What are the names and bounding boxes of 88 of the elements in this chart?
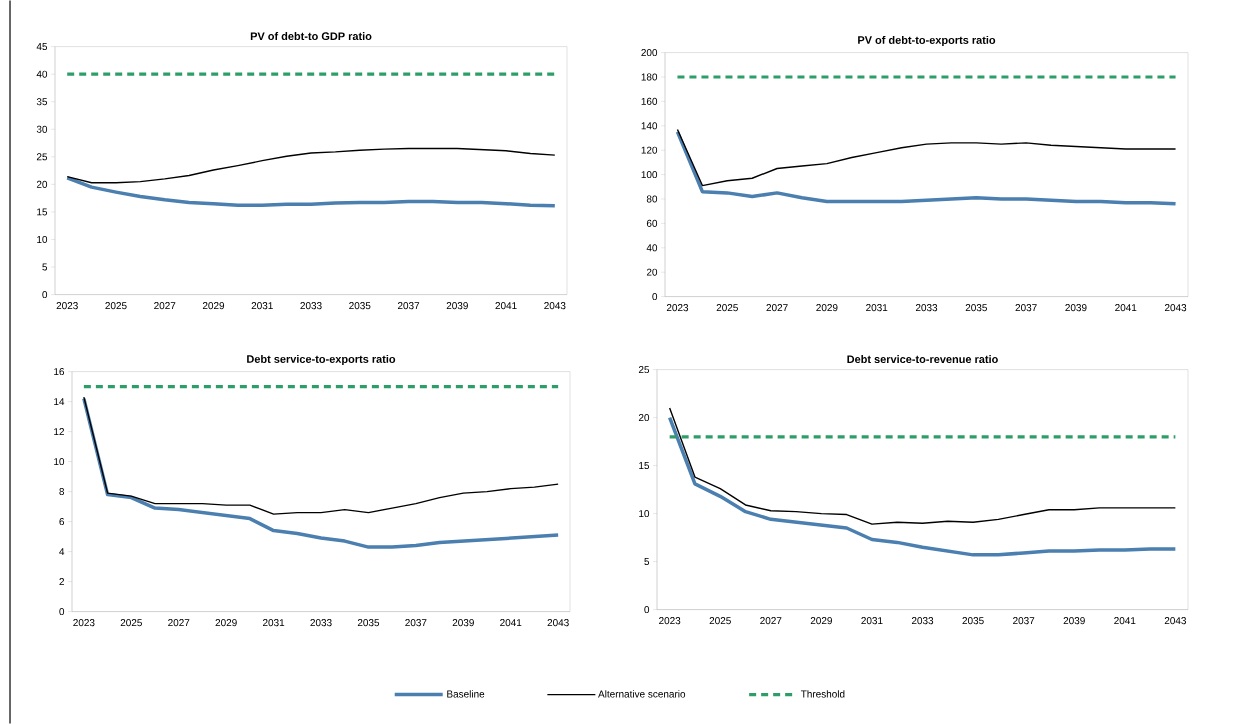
x-tick-label: 2027 [154, 302, 176, 310]
x-tick-label: 2043 [547, 619, 569, 627]
y-tick-label: 25 [638, 365, 650, 374]
y-tick-label: 80 [646, 195, 658, 203]
x-tick-label: 2025 [105, 302, 127, 310]
x-tick-label: 2035 [357, 619, 380, 627]
x-tick-label: 2025 [120, 619, 142, 627]
x-tick-label: 2039 [446, 302, 468, 310]
y-tick-label: 40 [646, 244, 658, 252]
y-tick-label: 20 [36, 180, 48, 188]
chart-title: PV of debt-to GDP ratio [250, 31, 372, 41]
y-tick-label: 0 [42, 290, 48, 299]
chart-title: Debt service-to-revenue ratio [847, 354, 998, 363]
y-tick-label: 5 [644, 558, 650, 565]
x-tick-label: 2041 [1115, 304, 1137, 312]
y-tick-label: 16 [54, 367, 65, 376]
y-tick-label: 8 [59, 487, 65, 496]
x-tick-label: 2023 [659, 617, 681, 625]
x-tick-label: 2031 [263, 619, 285, 627]
x-tick-label: 2043 [1164, 617, 1187, 625]
x-tick-label: 2037 [1015, 304, 1037, 312]
x-tick-label: 2041 [1114, 617, 1136, 625]
legend-label: Baseline [447, 690, 485, 698]
y-tick-label: 100 [641, 170, 658, 179]
x-tick-label: 2031 [861, 617, 883, 625]
x-tick-label: 2037 [405, 619, 427, 627]
y-tick-label: 140 [641, 122, 658, 130]
y-tick-label: 5 [42, 263, 48, 271]
chart-title: PV of debt-to-exports ratio [858, 35, 996, 46]
y-tick-label: 0 [652, 292, 658, 301]
y-tick-label: 120 [641, 146, 658, 154]
x-tick-label: 2033 [915, 304, 938, 312]
x-tick-label: 2037 [397, 302, 420, 310]
y-tick-label: 0 [644, 605, 650, 614]
legend-label: Alternative scenario [598, 690, 686, 698]
x-tick-label: 2033 [911, 617, 934, 625]
x-tick-label: 2033 [300, 302, 322, 310]
y-tick-label: 10 [37, 235, 48, 243]
y-tick-label: 20 [638, 413, 650, 422]
x-tick-label: 2041 [495, 302, 517, 310]
x-tick-label: 2029 [810, 617, 832, 625]
y-tick-label: 4 [59, 548, 65, 555]
x-tick-label: 2029 [816, 304, 838, 312]
x-tick-label: 2031 [251, 302, 273, 310]
x-tick-label: 2023 [666, 304, 689, 312]
x-tick-label: 2039 [1065, 304, 1087, 312]
x-tick-label: 2041 [500, 619, 522, 627]
x-tick-label: 2025 [716, 304, 738, 312]
x-tick-label: 2031 [866, 304, 888, 312]
x-tick-label: 2029 [215, 619, 237, 627]
x-tick-label: 2043 [1164, 304, 1187, 312]
x-tick-label: 2029 [202, 302, 225, 310]
y-tick-label: 180 [641, 73, 658, 81]
y-tick-label: 0 [59, 607, 65, 616]
y-tick-label: 25 [36, 153, 48, 161]
x-tick-label: 2023 [56, 302, 78, 310]
legend-label: Threshold [800, 690, 845, 698]
y-tick-label: 30 [36, 125, 48, 133]
y-tick-label: 40 [36, 70, 48, 78]
x-tick-label: 2039 [1063, 617, 1085, 625]
x-tick-label: 2035 [965, 304, 987, 312]
x-tick-label: 2037 [1013, 617, 1035, 625]
y-tick-label: 35 [36, 98, 48, 106]
chart-title: Debt service-to-exports ratio [247, 354, 396, 365]
x-tick-label: 2043 [544, 302, 566, 310]
y-tick-label: 2 [59, 578, 64, 585]
x-tick-label: 2035 [962, 617, 984, 625]
y-tick-label: 20 [646, 268, 658, 276]
y-tick-label: 14 [54, 398, 65, 405]
y-tick-label: 10 [54, 457, 65, 466]
x-tick-label: 2027 [766, 304, 788, 312]
y-tick-label: 12 [54, 428, 64, 435]
y-tick-label: 6 [59, 517, 65, 526]
y-tick-label: 15 [37, 208, 48, 216]
x-tick-label: 2035 [349, 302, 371, 310]
x-tick-label: 2023 [73, 619, 95, 627]
y-tick-label: 160 [641, 97, 658, 105]
y-tick-label: 10 [639, 509, 650, 518]
x-tick-label: 2033 [310, 619, 332, 627]
x-tick-label: 2027 [168, 619, 190, 627]
y-tick-label: 15 [639, 462, 650, 469]
x-tick-label: 2027 [760, 617, 782, 625]
y-tick-label: 60 [646, 219, 658, 227]
y-tick-label: 45 [36, 43, 48, 50]
x-tick-label: 2025 [709, 617, 731, 625]
x-tick-label: 2039 [452, 619, 474, 627]
line-series [65, 175, 557, 208]
y-tick-label: 200 [641, 48, 658, 57]
